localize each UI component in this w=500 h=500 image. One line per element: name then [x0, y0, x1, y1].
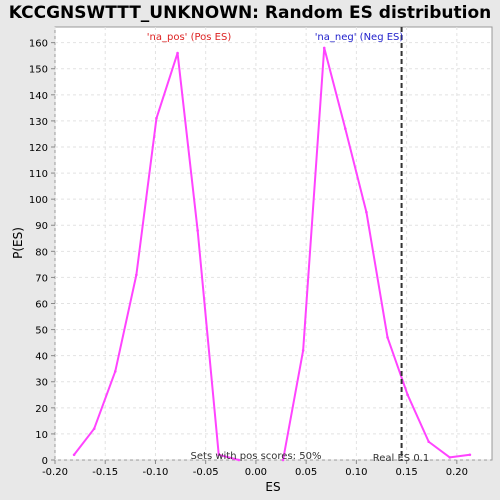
- plot-area: [54, 26, 493, 461]
- y-tick-label: 10: [35, 430, 48, 441]
- neg-series-label: 'na_neg' (Neg ES): [315, 32, 404, 43]
- data-point: [72, 453, 76, 457]
- y-tick-label: 70: [35, 273, 48, 284]
- data-point: [344, 127, 347, 131]
- y-tick-label: 50: [35, 326, 48, 337]
- y-tick-label: 0: [42, 456, 48, 467]
- data-point: [135, 273, 138, 277]
- x-tick-label: 0.00: [245, 467, 267, 478]
- data-point: [113, 370, 117, 373]
- data-point: [196, 229, 199, 232]
- data-point: [281, 458, 285, 462]
- x-tick-label: -0.20: [42, 467, 68, 478]
- y-tick-label: 60: [35, 299, 48, 310]
- data-point: [176, 51, 179, 55]
- data-point: [322, 46, 326, 50]
- data-point: [237, 458, 241, 462]
- y-tick-label: 140: [29, 91, 48, 102]
- x-tick-label: -0.15: [92, 467, 118, 478]
- neg-es-distribution-line: [282, 46, 471, 461]
- y-tick-label: 150: [29, 65, 48, 76]
- y-tick-label: 110: [29, 169, 48, 180]
- y-tick-label: 30: [35, 378, 48, 389]
- y-tick-label: 80: [35, 247, 48, 258]
- x-tick-label: 0.20: [446, 467, 468, 478]
- y-tick-label: 40: [35, 352, 48, 363]
- axis-layer: 0 10 20 30 40 50 60 70 80 90 100 110 120 130 140 150 160…: [29, 39, 468, 478]
- y-tick-label: 90: [35, 221, 48, 232]
- data-point: [155, 116, 158, 120]
- data-point: [92, 427, 96, 430]
- pos-series-label: 'na_pos' (Pos ES): [147, 32, 232, 43]
- y-tick-label: 130: [29, 117, 48, 128]
- y-tick-label: 100: [29, 195, 48, 206]
- real-es-label: Real ES 0.1: [373, 453, 429, 464]
- y-tick-label: 120: [29, 143, 48, 154]
- sets-pos-scores-text: Sets with pos scores: 50%: [191, 451, 322, 462]
- x-tick-label: -0.10: [143, 467, 169, 478]
- data-point: [427, 440, 431, 444]
- x-tick-label: -0.05: [193, 467, 219, 478]
- data-point: [301, 349, 305, 352]
- x-axis-label: ES: [265, 480, 280, 494]
- data-point: [448, 456, 452, 459]
- grid-layer: [54, 27, 492, 461]
- data-point: [386, 336, 389, 339]
- series-layer: [72, 27, 472, 462]
- x-tick-label: 0.10: [345, 467, 367, 478]
- data-point: [365, 210, 368, 214]
- chart-title: KCCGNSWTTT_UNKNOWN: Random ES distributi…: [9, 3, 492, 23]
- x-tick-label: 0.05: [295, 467, 317, 478]
- data-point: [406, 393, 409, 397]
- y-tick-label: 160: [29, 39, 48, 50]
- data-point: [217, 453, 221, 457]
- y-axis-label: P(ES): [11, 227, 25, 259]
- data-point: [468, 453, 472, 457]
- annotation-layer: 'na_pos' (Pos ES) 'na_neg' (Neg ES) Sets…: [147, 32, 429, 464]
- y-tick-label: 20: [35, 404, 48, 415]
- x-tick-label: 0.15: [395, 467, 417, 478]
